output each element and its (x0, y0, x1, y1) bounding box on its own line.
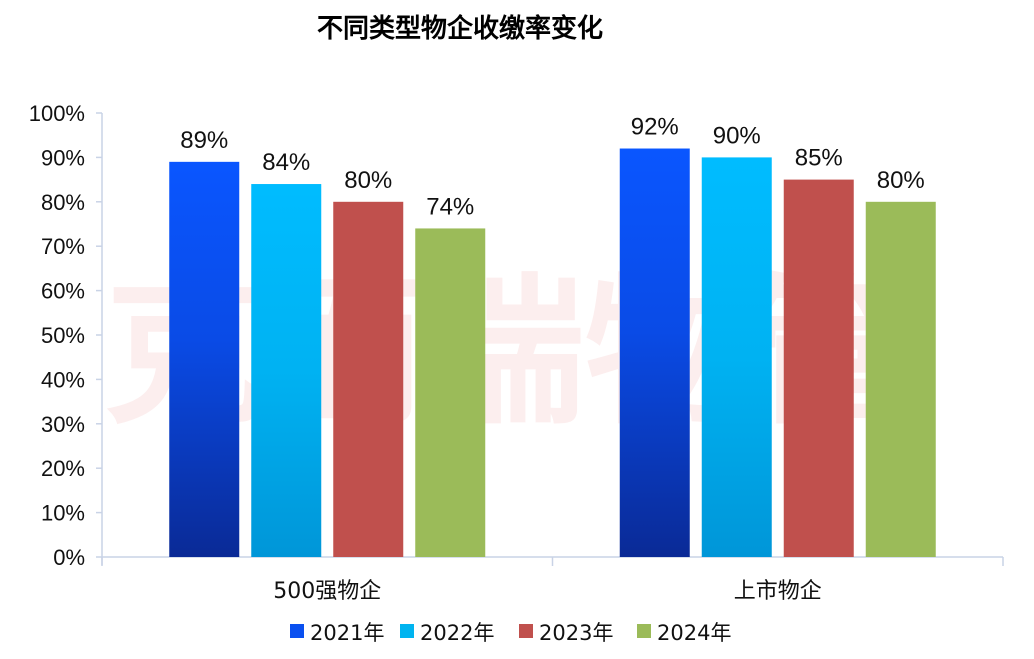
y-axis: 0% 10% 20% 30% 40% 50% 60% 70% 80% 90% 100% (29, 101, 103, 570)
y-tick-label: 80% (41, 190, 85, 215)
y-tick-label: 100% (29, 101, 85, 126)
y-tick-label: 30% (41, 412, 85, 437)
legend-swatch (519, 624, 533, 638)
data-label: 90% (713, 122, 761, 149)
legend-swatch (400, 624, 414, 638)
data-label: 89% (180, 127, 228, 154)
data-label: 80% (344, 167, 392, 194)
data-label: 85% (795, 145, 843, 172)
category-labels: 500强物企 上市物企 (273, 579, 822, 604)
bars (169, 148, 936, 558)
legend-label: 2024年 (657, 621, 731, 645)
data-label: 80% (877, 167, 925, 194)
legend-label: 2022年 (420, 621, 494, 645)
bar-2024年-上市物企 (865, 201, 936, 558)
legend-swatch (637, 624, 651, 638)
x-category-label: 500强物企 (273, 579, 381, 604)
bar-2021年-上市物企 (619, 148, 690, 557)
bar-2023年-上市物企 (783, 179, 854, 557)
x-axis (101, 556, 1004, 566)
y-tick-label: 50% (41, 323, 85, 348)
bar-2023年-500强物企 (333, 201, 404, 558)
bar-2022年-500强物企 (251, 184, 322, 558)
bar-2022年-上市物企 (701, 157, 772, 557)
y-tick-label: 0% (53, 545, 85, 570)
y-tick-label: 70% (41, 234, 85, 259)
y-tick-label: 10% (41, 501, 85, 526)
legend: 2021年 2022年 2023年 2024年 (290, 621, 731, 645)
legend-label: 2021年 (310, 621, 384, 645)
chart-title: 不同类型物企收缴率变化 (317, 13, 603, 44)
y-tick-label: 60% (41, 279, 85, 304)
y-tick-label: 40% (41, 367, 85, 392)
x-category-label: 上市物企 (734, 579, 822, 604)
bar-2021年-500强物企 (169, 161, 240, 557)
y-tick-label: 20% (41, 456, 85, 481)
data-labels: 89% 84% 80% 74% 92% 90% 85% 80% (180, 114, 925, 221)
bar-2024年-500强物企 (415, 228, 486, 557)
data-label: 84% (262, 149, 310, 176)
y-tick-label: 90% (41, 145, 85, 170)
data-label: 74% (426, 193, 474, 220)
data-label: 92% (631, 114, 679, 141)
legend-label: 2023年 (539, 621, 613, 645)
legend-swatch (290, 624, 304, 638)
